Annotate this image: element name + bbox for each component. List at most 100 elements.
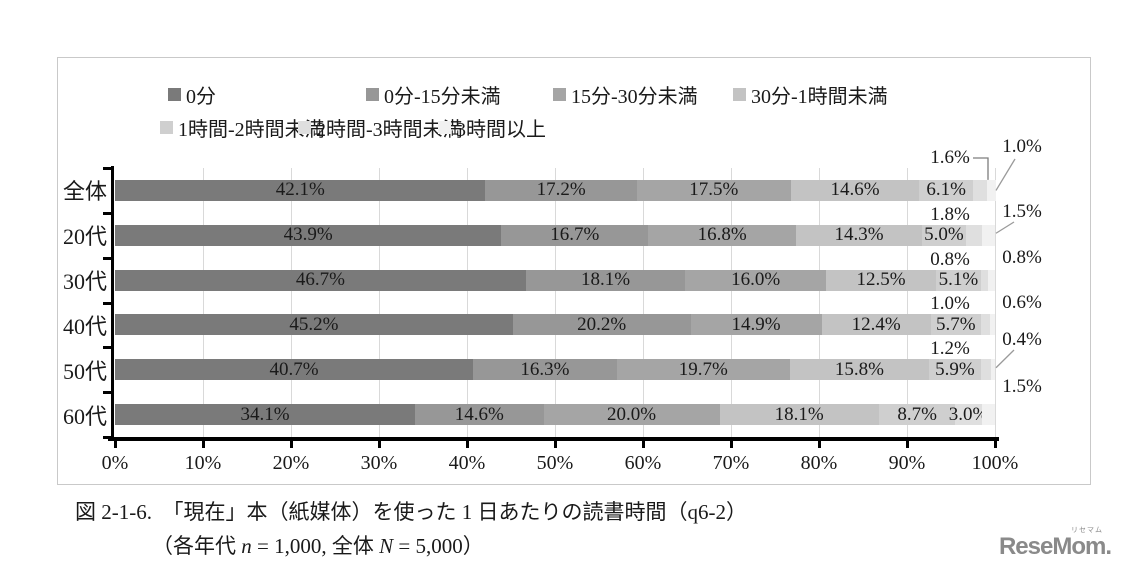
gridline (203, 168, 204, 437)
legend-item: 2時間-3時間未満 (298, 119, 463, 141)
segment-value-label: 16.7% (550, 224, 600, 246)
x-tick-label: 20% (272, 452, 310, 474)
segment-value-label: 5.1% (938, 269, 979, 291)
bar-segment (980, 269, 988, 291)
bar-segment (921, 224, 966, 246)
caption-line2: （各年代 n = 1,000, 全体 N = 5,000） (152, 534, 484, 558)
legend-item: 3時間以上 (438, 119, 546, 141)
legend-swatch (160, 120, 173, 134)
bar-segment (115, 224, 502, 246)
x-tick-label: 50% (536, 452, 574, 474)
segment-value-label: 19.7% (678, 358, 728, 380)
callout-value-label: 0.4% (1002, 329, 1042, 350)
gridline (643, 168, 644, 437)
y-axis-tick (103, 436, 111, 439)
y-axis-tick (103, 211, 111, 215)
callout-value-label: 1.5% (1002, 376, 1042, 397)
bar-segment (980, 314, 990, 336)
legend-label: 15分-30分未満 (571, 85, 698, 108)
x-axis-tick (818, 441, 821, 448)
bar-segment (936, 269, 981, 291)
category-label: 30代 (62, 269, 107, 295)
segment-value-label: 12.5% (856, 269, 906, 291)
bar-segment (973, 179, 988, 201)
figure-caption: 図 2-1-6. 「現在」本（紙媒体）を使った 1 日あたりの読書時間（q6-2… (75, 495, 747, 563)
bar-segment (878, 404, 956, 426)
segment-value-label: 5.9% (935, 358, 975, 380)
logo-ruby-text: リセマム (1071, 527, 1103, 534)
legend-label: 3時間以上 (456, 118, 546, 141)
bar-segment (719, 404, 879, 426)
x-tick-label: 90% (888, 452, 926, 474)
bar-segment (685, 269, 827, 291)
callout-value-label: 0.6% (1002, 292, 1042, 313)
bar-segment (987, 269, 995, 291)
segment-value-label: 43.9% (283, 224, 333, 246)
segment-value-label: 3.0% (948, 403, 989, 425)
callout-value-label: 1.5% (1002, 201, 1042, 222)
bar-segment (115, 179, 486, 201)
logo-wordmark: ReseMom. (998, 533, 1112, 560)
segment-value-label: 20.2% (577, 313, 627, 335)
bar-segment (981, 404, 995, 426)
bar-segment (115, 269, 526, 291)
callout-value-label: 1.2% (930, 338, 970, 360)
gridline (555, 168, 556, 437)
segment-value-label: 14.3% (834, 224, 884, 246)
x-tick-label: 0% (101, 452, 129, 474)
y-axis-tick (103, 301, 111, 305)
bar-segment (636, 179, 791, 201)
bar-segment (919, 179, 973, 201)
bar-segment (512, 314, 691, 336)
bar-segment (616, 359, 790, 381)
category-label: 全体 (62, 179, 107, 205)
x-axis-tick (378, 441, 381, 448)
segment-value-label: 14.6% (830, 179, 880, 201)
x-axis-tick (554, 441, 557, 448)
legend-label: 2時間-3時間未満 (316, 118, 463, 141)
bar-segment (415, 404, 544, 426)
x-tick-label: 70% (712, 452, 750, 474)
x-axis-line (108, 437, 999, 441)
bar-segment (930, 314, 981, 336)
callout-value-label: 1.0% (930, 293, 970, 315)
x-axis-tick (642, 441, 645, 448)
gridline (907, 168, 908, 437)
legend-label: 0分-15分未満 (384, 85, 501, 108)
x-tick-label: 30% (360, 452, 398, 474)
bar-segment (525, 269, 686, 291)
x-axis-tick (466, 441, 469, 448)
legend-swatch (366, 87, 379, 101)
segment-value-label: 14.9% (731, 313, 781, 335)
segment-value-label: 16.8% (697, 224, 747, 246)
segment-value-label: 5.0% (924, 224, 964, 246)
gridline (995, 168, 996, 437)
segment-value-label: 15.8% (834, 358, 885, 380)
category-label: 50代 (62, 358, 107, 384)
x-axis-tick (906, 441, 909, 448)
category-label: 40代 (62, 313, 107, 339)
legend-label: 1時間-2時間未満 (178, 118, 325, 141)
segment-value-label: 16.3% (520, 358, 570, 380)
segment-value-label: 18.1% (581, 269, 631, 291)
bar-segment (115, 314, 513, 336)
bar-segment (115, 404, 416, 426)
segment-value-label: 12.4% (851, 313, 901, 335)
segment-value-label: 16.0% (731, 269, 781, 291)
segment-value-label: 17.5% (689, 179, 739, 201)
x-axis-tick (202, 441, 205, 448)
x-axis-tick (730, 441, 733, 448)
gridline (731, 168, 732, 437)
legend-swatch (298, 120, 311, 134)
segment-value-label: 6.1% (926, 179, 966, 201)
legend-item: 1時間-2時間未満 (160, 119, 325, 141)
legend-swatch (168, 87, 181, 101)
bar-segment (648, 224, 797, 246)
resemom-logo: リセマム ReseMom. (998, 525, 1112, 561)
bar-segment (543, 404, 720, 426)
segment-value-label: 18.1% (774, 403, 824, 425)
segment-value-label: 46.7% (295, 269, 346, 291)
bar-segment (989, 314, 995, 336)
x-axis-tick (290, 441, 293, 448)
